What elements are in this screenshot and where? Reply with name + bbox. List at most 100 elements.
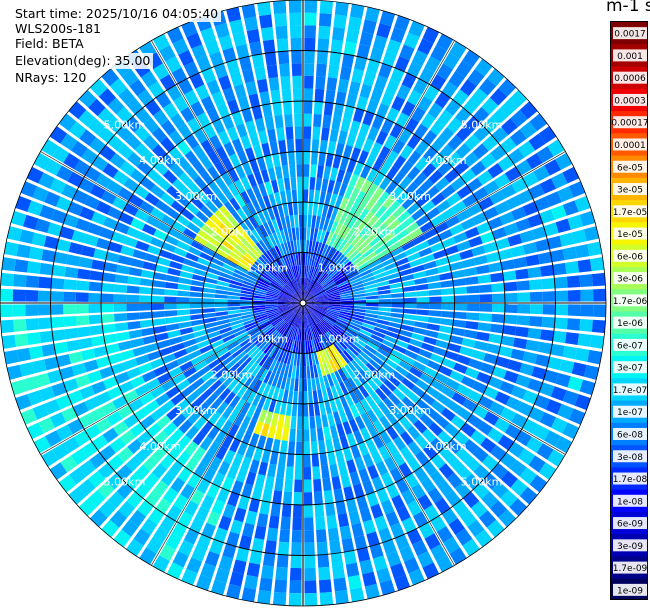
ray-cell	[76, 315, 90, 326]
ray-cell	[292, 517, 302, 531]
ray-cell	[542, 291, 556, 302]
ray-cell	[295, 365, 300, 379]
ray-cell	[304, 265, 307, 278]
ray-cell	[510, 245, 526, 258]
ray-cell	[305, 315, 309, 328]
ray-cell	[190, 355, 205, 366]
ray-cell	[353, 387, 365, 402]
ray-cell	[312, 326, 319, 339]
ray-cell	[309, 227, 315, 241]
ray-cell	[334, 237, 344, 250]
ray-cell	[257, 395, 267, 409]
colorbar-title: m-1 sr-1	[606, 0, 650, 16]
ray-cell	[389, 317, 403, 324]
ray-cell	[340, 309, 353, 314]
ray-cell	[269, 331, 280, 343]
ray-cell	[397, 262, 411, 272]
ray-cell	[261, 449, 271, 464]
ray-cell	[307, 314, 314, 327]
ray-cell	[340, 300, 354, 303]
ray-cell	[293, 352, 298, 366]
ray-cell	[239, 303, 253, 306]
ray-cell	[356, 547, 371, 563]
ray-cell	[411, 208, 426, 221]
ray-cell	[329, 128, 339, 143]
ray-cell	[325, 332, 335, 344]
ray-cell	[309, 327, 315, 340]
ray-cell	[260, 273, 273, 283]
ray-cell	[193, 416, 208, 431]
ray-cell	[248, 498, 260, 513]
ray-cell	[509, 498, 528, 517]
ray-cell	[303, 151, 311, 165]
ray-cell	[466, 294, 480, 303]
ray-cell	[38, 417, 55, 434]
ray-cell	[517, 189, 534, 205]
ray-cell	[297, 340, 301, 354]
ray-cell	[120, 349, 135, 361]
ray-cell	[202, 303, 215, 308]
ray-cell	[415, 214, 430, 227]
ray-cell	[234, 398, 246, 413]
ray-cell	[350, 359, 362, 372]
ray-cell	[215, 145, 228, 161]
ray-cell	[483, 411, 500, 426]
ray-cell	[185, 134, 200, 150]
ray-cell	[380, 472, 394, 488]
ray-cell	[229, 279, 243, 287]
ray-cell	[242, 430, 253, 445]
ray-cell	[491, 462, 509, 480]
ray-cell	[309, 365, 315, 379]
colorbar-label-bg	[613, 249, 647, 262]
ring-label: 2.00km	[211, 368, 253, 381]
ray-cell	[129, 79, 147, 97]
ray-cell	[289, 215, 295, 229]
ray-cell	[378, 298, 392, 303]
ray-cell	[366, 168, 379, 183]
ray-cell	[279, 529, 290, 543]
ray-cell	[403, 32, 420, 49]
ray-cell	[214, 209, 227, 223]
ray-cell	[101, 68, 120, 87]
ray-cell	[339, 287, 352, 294]
ray-cell	[378, 307, 392, 312]
ray-cell	[423, 366, 438, 379]
ray-cell	[267, 287, 280, 294]
ray-cell	[495, 237, 511, 250]
ray-cell	[306, 314, 312, 327]
ray-cell	[412, 327, 427, 336]
ray-cell	[342, 332, 354, 343]
ray-cell	[456, 209, 472, 222]
ray-cell	[55, 394, 72, 410]
ray-cell	[139, 392, 155, 406]
ray-cell	[385, 79, 400, 95]
ray-cell	[491, 107, 509, 125]
ray-cell	[435, 339, 450, 350]
ray-cell	[333, 273, 346, 283]
ray-cell	[233, 507, 247, 523]
ray-cell	[378, 445, 391, 461]
ray-cell	[354, 56, 368, 71]
ray-cell	[257, 590, 272, 605]
ray-cell	[440, 318, 454, 326]
ray-cell	[239, 337, 252, 348]
ray-cell	[444, 244, 459, 256]
ray-cell	[277, 321, 288, 333]
ray-cell	[323, 245, 332, 258]
ray-cell	[511, 206, 527, 221]
ray-cell	[113, 294, 127, 303]
ray-cell	[372, 434, 385, 449]
ray-cell	[534, 196, 551, 212]
ray-cell	[539, 382, 555, 397]
ray-cell	[579, 318, 593, 332]
ray-cell	[323, 280, 335, 290]
ray-cell	[238, 535, 252, 550]
ray-cell	[331, 269, 343, 280]
ray-cell	[280, 308, 293, 316]
ray-cell	[379, 430, 392, 445]
ray-cell	[290, 240, 295, 254]
ray-cell	[304, 88, 314, 102]
ray-cell	[179, 327, 194, 336]
ray-cell	[248, 328, 261, 338]
ray-cell	[519, 230, 535, 244]
